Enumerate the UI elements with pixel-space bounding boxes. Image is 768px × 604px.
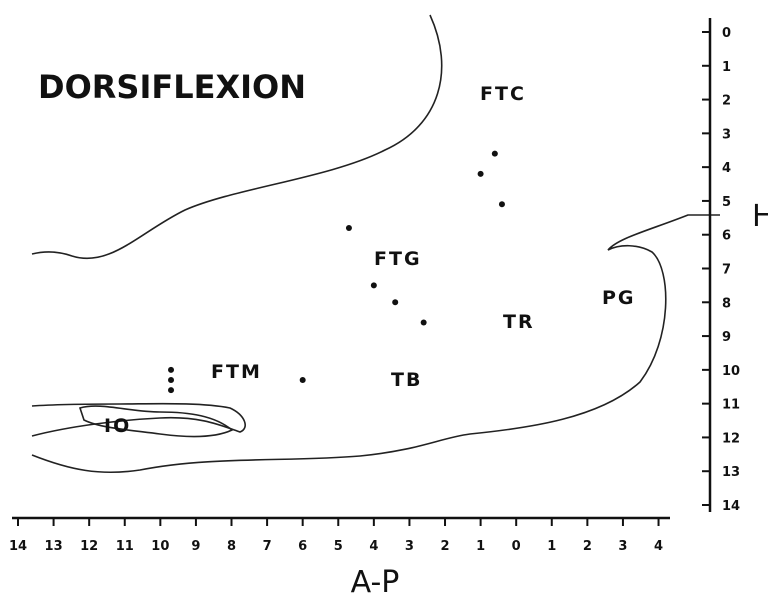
x-tick-label: 4 [654,539,663,554]
region-label: PG [602,287,636,309]
x-tick-label: 1 [547,539,556,554]
point [371,282,377,288]
x-tick-label: 13 [45,539,63,554]
x-tick-label: 2 [440,539,449,554]
y-tick-label: 12 [722,431,740,446]
region-label: FTC [480,83,526,105]
y-tick-label: 6 [722,229,731,244]
x-tick-label: 2 [583,539,592,554]
x-tick-label: 7 [263,539,272,554]
y-tick-label: 11 [722,398,740,413]
point [168,377,174,383]
point [421,320,427,326]
x-tick-label: 9 [191,539,200,554]
outline [32,15,442,258]
region-label: FTG [374,248,422,270]
x-tick-label: 10 [151,539,169,554]
point [499,201,505,207]
y-tick-label: 13 [722,465,740,480]
point [300,377,306,383]
y-tick-label: 5 [722,195,731,210]
y-tick-label: 8 [722,296,731,311]
y-tick-label: 4 [722,161,731,176]
x-tick-label: 1 [476,539,485,554]
y-tick-label: 1 [722,60,731,75]
x-tick-label: 3 [618,539,627,554]
y-tick-label: 3 [722,127,731,142]
region-label: TB [391,369,422,391]
x-tick-label: 11 [116,539,134,554]
y-tick-label: 10 [722,364,740,379]
x-tick-label: 5 [334,539,343,554]
region-label: IO [104,415,131,437]
title: DORSIFLEXION [38,68,306,106]
point [492,151,498,157]
y-axis-label: H [752,199,768,234]
y-tick-label: 7 [722,263,731,278]
y-tick-label: 14 [722,499,740,514]
point [392,299,398,305]
x-tick-label: 8 [227,539,236,554]
x-tick-label: 0 [512,539,521,554]
x-axis-label: A-P [351,565,400,600]
x-tick-label: 14 [9,539,27,554]
region-label: FTM [211,361,262,383]
point [346,225,352,231]
y-tick-label: 2 [722,94,731,109]
diagram: DORSIFLEXION FTC FTG TR PG FTM TB IO A-P… [0,0,768,600]
point [168,387,174,393]
y-tick-label: 9 [722,330,731,345]
region-label: TR [503,311,535,333]
point [478,171,484,177]
x-tick-label: 4 [369,539,378,554]
point [168,367,174,373]
x-tick-label: 12 [80,539,98,554]
x-tick-label: 3 [405,539,414,554]
x-tick-label: 6 [298,539,307,554]
y-tick-label: 0 [722,26,731,41]
